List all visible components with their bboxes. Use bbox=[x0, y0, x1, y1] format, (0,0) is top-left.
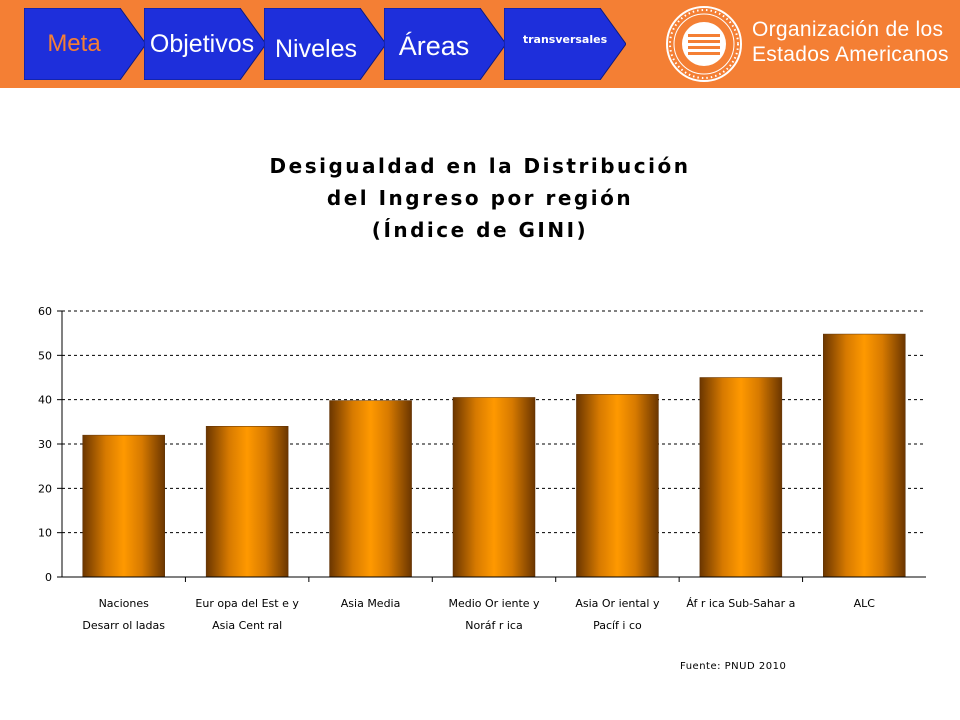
nav-tab-meta[interactable]: Meta bbox=[24, 8, 146, 80]
x-tick-label: Áf r ica Sub-Sahar a bbox=[686, 597, 795, 610]
nav-tab-objetivos[interactable]: Objetivos bbox=[144, 8, 266, 80]
x-tick-label: Asia Media bbox=[341, 597, 401, 610]
x-tick-label: Desarr ol ladas bbox=[82, 619, 165, 632]
x-tick-label: Asia Or iental y bbox=[575, 597, 660, 610]
nav-tab-areas[interactable]: Áreas bbox=[384, 8, 506, 80]
chart-title-line2: del Ingreso por región bbox=[326, 186, 634, 210]
chart-title-line3: (Índice de GINI) bbox=[371, 218, 589, 242]
tab-arrow-shape bbox=[144, 8, 266, 80]
org-name-line2: Estados Americanos bbox=[752, 43, 949, 66]
x-tick-label: Naciones bbox=[99, 597, 150, 610]
bar bbox=[329, 400, 412, 578]
nav-tab-label: transversales bbox=[522, 32, 608, 46]
nav-tab-label: Meta bbox=[47, 30, 101, 57]
y-tick-label: 10 bbox=[38, 527, 52, 540]
y-tick-label: 60 bbox=[38, 305, 52, 318]
tab-arrow-shape bbox=[384, 8, 506, 80]
oas-seal-icon bbox=[666, 6, 742, 82]
chart-title: Desigualdad en la Distribución del Ingre… bbox=[240, 150, 720, 246]
bar bbox=[205, 426, 289, 578]
x-tick-label: Medio Or iente y bbox=[448, 597, 540, 610]
source-note: Fuente: PNUD 2010 bbox=[680, 661, 787, 672]
org-name-line1: Organización de los bbox=[752, 18, 944, 41]
header-bar: Meta Objetivos Niveles Áreas transversal… bbox=[0, 0, 960, 88]
nav-tab-transversales[interactable]: transversales bbox=[504, 8, 626, 80]
chart-title-line1: Desigualdad en la Distribución bbox=[269, 154, 691, 178]
nav-tab-niveles[interactable]: Niveles bbox=[264, 8, 386, 80]
x-tick-label: Eur opa del Est e y bbox=[195, 597, 299, 610]
tab-arrow-shape bbox=[264, 8, 386, 80]
x-tick-label: Pacíf i co bbox=[593, 619, 642, 632]
x-tick-label: ALC bbox=[854, 597, 876, 610]
y-tick-label: 30 bbox=[38, 438, 52, 451]
x-tick-label: Asia Cent ral bbox=[212, 619, 282, 632]
y-tick-label: 50 bbox=[38, 349, 52, 362]
nav-tab-label: Niveles bbox=[275, 34, 357, 63]
nav-tab-label: Objetivos bbox=[149, 29, 255, 58]
bar bbox=[823, 333, 906, 578]
axes bbox=[57, 310, 926, 582]
tab-arrow-shape bbox=[24, 8, 146, 80]
y-tick-label: 0 bbox=[45, 571, 52, 584]
bar bbox=[82, 434, 165, 578]
y-tick-label: 40 bbox=[38, 394, 52, 407]
bar bbox=[452, 397, 536, 578]
tick-labels: 0 10 20 30 40 50 60 Naciones Desarr ol ladas Eur … bbox=[38, 305, 875, 632]
org-name: Organización de los Estados Americanos bbox=[752, 17, 949, 67]
bar bbox=[699, 377, 783, 578]
x-tick-label: Noráf r ica bbox=[465, 619, 522, 632]
nav-tab-label: Áreas bbox=[398, 30, 470, 61]
tab-arrow-shape bbox=[504, 8, 626, 80]
bars bbox=[82, 333, 906, 578]
bar bbox=[576, 394, 659, 578]
gini-bar-chart: 0 10 20 30 40 50 60 Naciones Desarr ol ladas Eur … bbox=[38, 305, 926, 632]
y-tick-label: 20 bbox=[38, 482, 52, 495]
